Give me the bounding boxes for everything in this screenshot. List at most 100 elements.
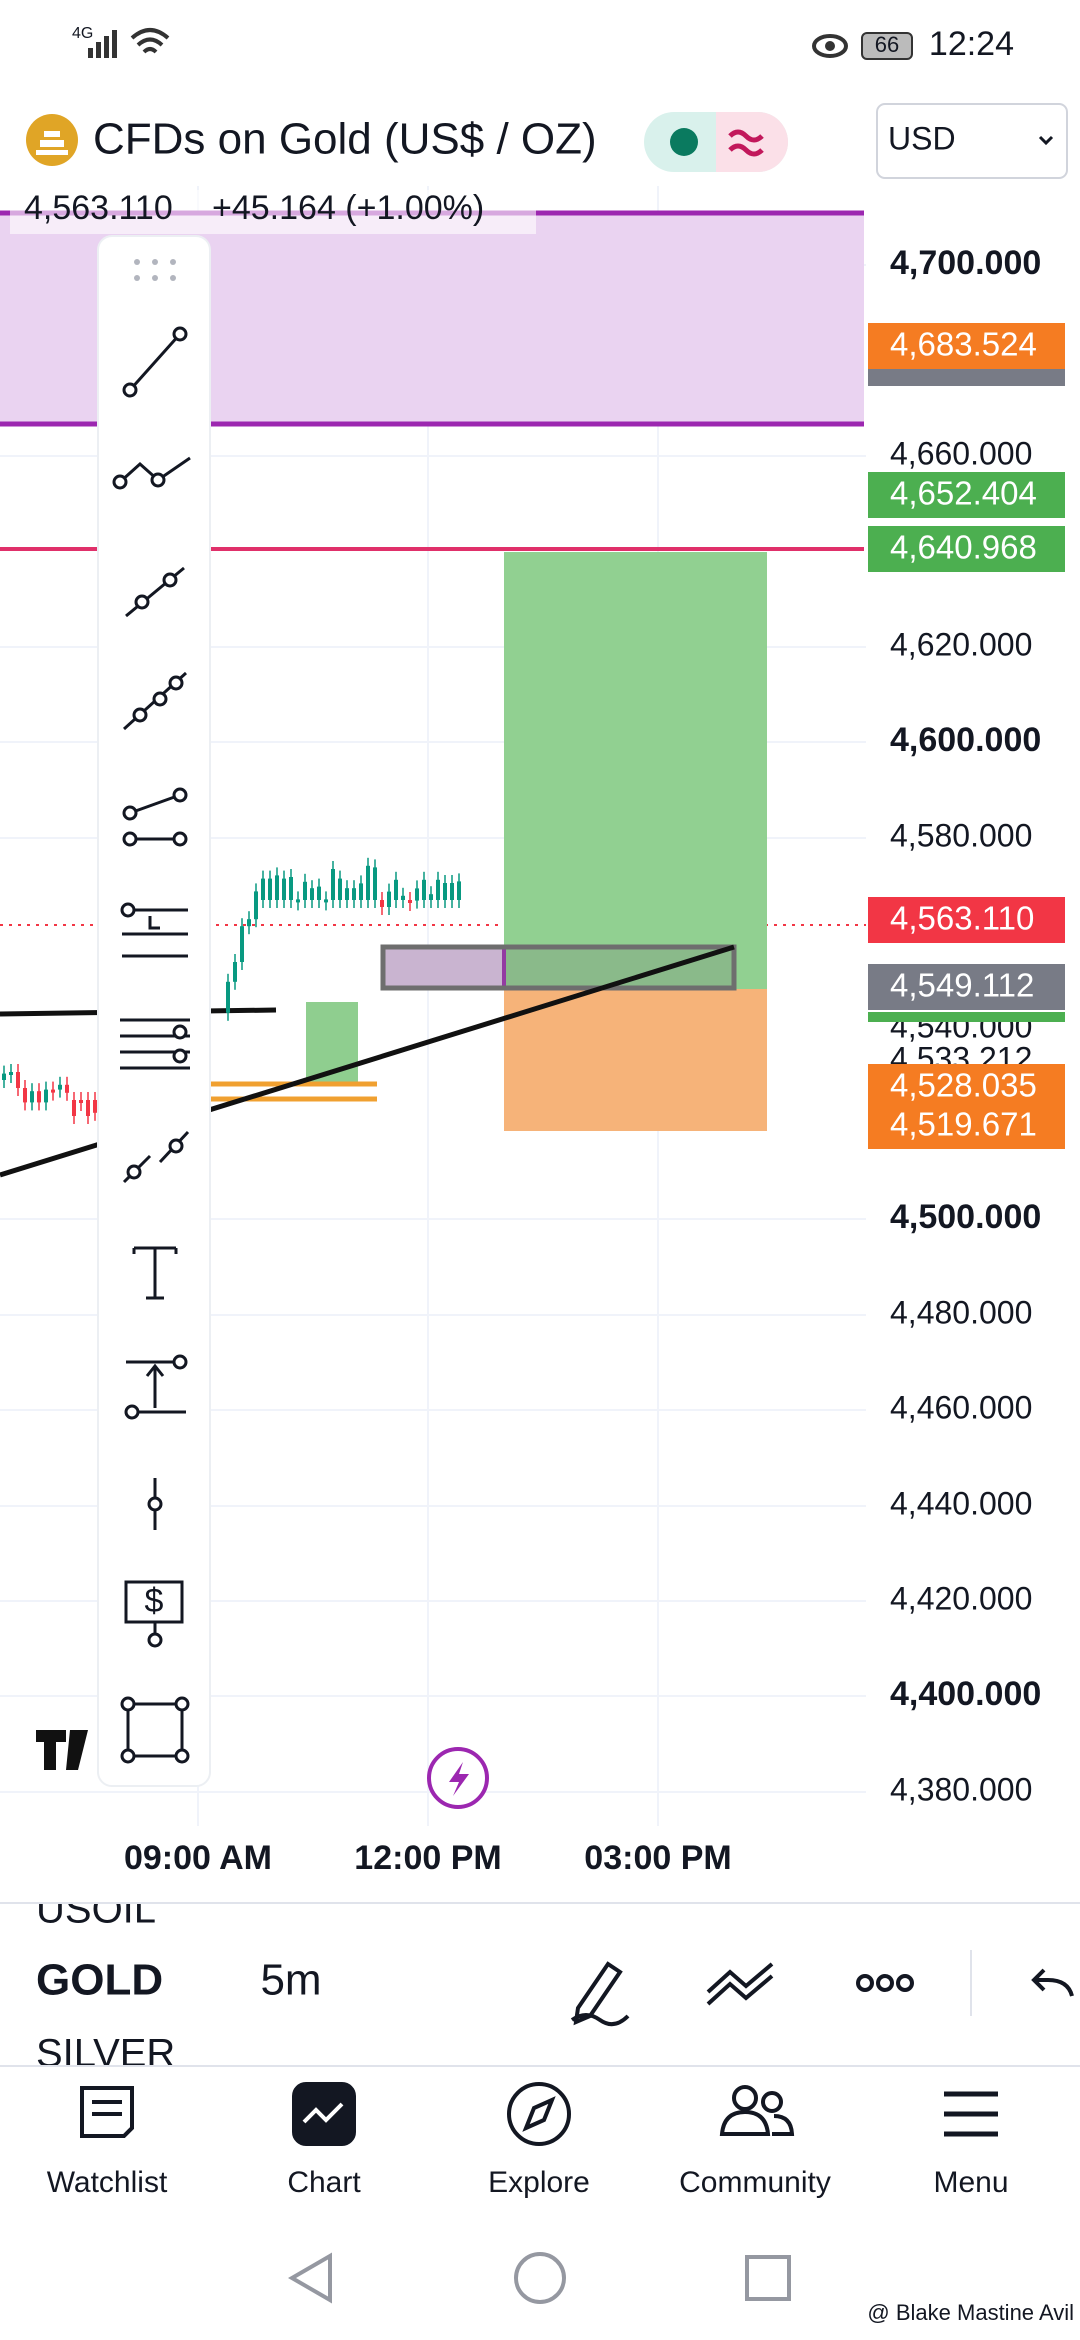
candle-body bbox=[16, 1072, 20, 1088]
symbol-title[interactable]: CFDs on Gold (US$ / OZ) bbox=[93, 115, 597, 164]
handle bbox=[120, 902, 136, 918]
candle-body bbox=[289, 877, 293, 900]
clock: 12:24 bbox=[929, 25, 1014, 63]
candle-body bbox=[422, 879, 426, 900]
candle-body bbox=[72, 1100, 76, 1116]
tag-strip bbox=[868, 368, 1065, 386]
grip bbox=[134, 259, 176, 281]
candle-body bbox=[282, 878, 286, 900]
quote-bg bbox=[10, 190, 536, 234]
handle bbox=[152, 691, 168, 707]
candle-body bbox=[93, 1100, 97, 1113]
candle-body bbox=[359, 883, 363, 900]
price-label: 4,480.000 bbox=[890, 1294, 1032, 1330]
symbol-list[interactable]: USOIL GOLD SILVER bbox=[36, 1888, 175, 2076]
price-tags: 4,683.524 4,652.404 4,640.968 4,563.110 4,54… bbox=[868, 323, 1065, 1149]
price-label: 4,580.000 bbox=[890, 817, 1032, 853]
candle-body bbox=[338, 878, 342, 900]
lightning-icon bbox=[449, 1762, 469, 1796]
toolbar-icons bbox=[570, 1950, 1074, 2027]
candle-body bbox=[86, 1100, 90, 1116]
nav-label[interactable]: Explore bbox=[488, 2166, 590, 2199]
candle-body bbox=[233, 962, 237, 982]
drawing-toolbar: $ bbox=[97, 235, 211, 1787]
candle-body bbox=[373, 867, 377, 900]
candle-body bbox=[44, 1089, 48, 1103]
symbol[interactable]: USOIL bbox=[36, 1888, 156, 1932]
price-tag-label: 4,519.671 bbox=[890, 1106, 1037, 1143]
price-tag-label: 4,549.112 bbox=[890, 967, 1034, 1004]
tool-dollar: $ bbox=[145, 1582, 164, 1620]
tag-strip bbox=[868, 1012, 1065, 1022]
handle bbox=[168, 675, 184, 691]
nav-label[interactable]: Community bbox=[679, 2166, 831, 2199]
nav-label[interactable]: Chart bbox=[287, 2166, 361, 2199]
symbol[interactable]: SILVER bbox=[36, 2032, 175, 2076]
price-tag bbox=[868, 964, 1065, 1010]
handle bbox=[120, 1748, 136, 1764]
candle-body bbox=[58, 1084, 62, 1090]
nav-label[interactable]: Watchlist bbox=[47, 2166, 168, 2199]
candle-body bbox=[408, 900, 412, 903]
price-tag bbox=[868, 526, 1065, 572]
pen-icon[interactable] bbox=[570, 1961, 630, 2027]
watermark: @ Blake Mastine Avil bbox=[867, 2300, 1074, 2325]
symbol-active[interactable]: GOLD bbox=[36, 1956, 163, 2005]
home-button[interactable] bbox=[514, 2252, 566, 2304]
handle bbox=[124, 1404, 140, 1420]
price-tag bbox=[868, 897, 1065, 943]
back-button[interactable] bbox=[288, 2252, 332, 2304]
candle-body bbox=[51, 1089, 55, 1093]
community-icon bbox=[732, 2085, 758, 2111]
candle-body bbox=[366, 865, 370, 900]
menu-icon bbox=[944, 2091, 998, 2137]
tool-line bbox=[128, 333, 182, 391]
handle bbox=[162, 572, 178, 588]
candle-body bbox=[401, 895, 405, 900]
target-zone bbox=[504, 552, 767, 989]
price-label: 4,460.000 bbox=[890, 1389, 1032, 1425]
more-dot[interactable] bbox=[856, 1974, 874, 1992]
quote-price: 4,563.110 bbox=[24, 189, 173, 227]
handle bbox=[147, 1496, 163, 1512]
compass-needle bbox=[522, 2096, 556, 2132]
currency-select[interactable] bbox=[876, 103, 1068, 179]
handle bbox=[122, 382, 138, 398]
price-label: 4,400.000 bbox=[890, 1675, 1041, 1713]
handle bbox=[172, 1048, 188, 1064]
handle bbox=[132, 707, 148, 723]
price-label: 4,660.000 bbox=[890, 435, 1032, 471]
candle-body bbox=[352, 888, 356, 900]
bottom-nav: Watchlist Chart Explore Community Menu bbox=[47, 2166, 1009, 2199]
handle bbox=[172, 1354, 188, 1370]
candle-body bbox=[254, 891, 258, 920]
nav-icons bbox=[80, 2082, 998, 2146]
candle-body bbox=[240, 926, 244, 962]
indicators-icon[interactable] bbox=[706, 1962, 774, 2006]
recents-button[interactable] bbox=[745, 2255, 791, 2301]
price-label: 4,600.000 bbox=[890, 721, 1041, 759]
price-tag-label: 4,528.035 bbox=[890, 1067, 1037, 1104]
community-people bbox=[719, 2109, 795, 2136]
candle-body bbox=[331, 869, 335, 900]
candle-body bbox=[324, 899, 328, 903]
price-tag-label: 4,652.404 bbox=[890, 475, 1037, 512]
explore-icon bbox=[507, 2082, 571, 2146]
candle-body bbox=[226, 981, 230, 1013]
tv-logo bbox=[36, 1730, 88, 1770]
timeframe[interactable]: 5m bbox=[260, 1956, 321, 2005]
handle bbox=[172, 1024, 188, 1040]
stop-zone bbox=[504, 989, 767, 1131]
price-label: 4,500.000 bbox=[890, 1198, 1041, 1236]
price-label: 4,380.000 bbox=[890, 1771, 1032, 1807]
undo-icon[interactable] bbox=[1031, 1968, 1074, 1997]
eye-pupil bbox=[825, 41, 835, 51]
nav-label[interactable]: Menu bbox=[933, 2166, 1008, 2199]
candle-body bbox=[457, 881, 461, 900]
gold-bars bbox=[36, 131, 68, 155]
candle-body bbox=[394, 879, 398, 900]
price-axis: 4,700.000 4,660.000 4,620.000 4,600.000 4,58… bbox=[868, 244, 1065, 1807]
tool-l bbox=[148, 916, 160, 930]
